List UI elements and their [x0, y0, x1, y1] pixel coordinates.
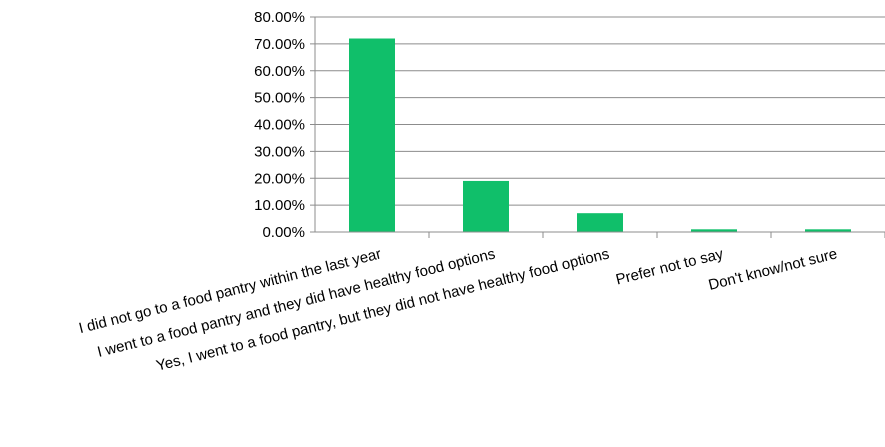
bars	[349, 38, 851, 232]
bar	[577, 213, 623, 232]
y-tick-label: 10.00%	[254, 197, 305, 214]
bar	[349, 38, 395, 232]
y-tick-label: 70.00%	[254, 36, 305, 53]
x-axis: I did not go to a food pantry within the…	[77, 231, 885, 375]
y-tick-label: 0.00%	[262, 224, 305, 241]
y-tick-label: 30.00%	[254, 143, 305, 160]
x-category-label: Don't know/not sure	[707, 245, 839, 293]
y-tick-label: 40.00%	[254, 117, 305, 134]
bar	[805, 229, 851, 232]
y-tick-label: 60.00%	[254, 63, 305, 80]
y-tick-label: 20.00%	[254, 170, 305, 187]
bar	[463, 180, 509, 232]
x-category-label: Yes, I went to a food pantry, but they d…	[155, 245, 611, 374]
gridlines	[315, 16, 885, 206]
y-axis: 0.00% 10.00% 20.00% 30.00% 40.00% 50.00% 60.00…	[254, 9, 316, 241]
y-tick-label: 80.00%	[254, 9, 305, 26]
y-tick-label: 50.00%	[254, 90, 305, 107]
bar	[691, 229, 737, 232]
